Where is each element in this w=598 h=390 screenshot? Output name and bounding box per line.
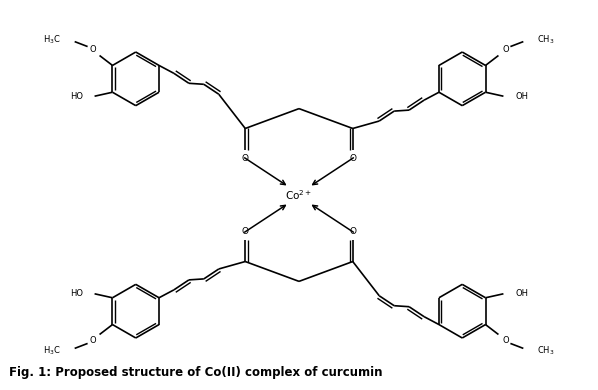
- Text: H$_3$C: H$_3$C: [43, 34, 61, 46]
- Text: CH$_3$: CH$_3$: [537, 344, 555, 356]
- Text: CH$_3$: CH$_3$: [537, 34, 555, 46]
- Text: O: O: [89, 336, 96, 345]
- Text: HO: HO: [69, 289, 83, 298]
- Text: O: O: [502, 336, 509, 345]
- Text: O: O: [242, 154, 249, 163]
- Text: OH: OH: [515, 289, 529, 298]
- Text: O: O: [349, 154, 356, 163]
- Text: O: O: [242, 227, 249, 236]
- Text: H$_3$C: H$_3$C: [43, 344, 61, 356]
- Text: HO: HO: [69, 92, 83, 101]
- Text: O: O: [502, 45, 509, 54]
- Text: O: O: [89, 45, 96, 54]
- Text: Co$^{2+}$: Co$^{2+}$: [285, 188, 313, 202]
- Text: O: O: [349, 227, 356, 236]
- Text: OH: OH: [515, 92, 529, 101]
- Text: Fig. 1: Proposed structure of Co(II) complex of curcumin: Fig. 1: Proposed structure of Co(II) com…: [10, 366, 383, 379]
